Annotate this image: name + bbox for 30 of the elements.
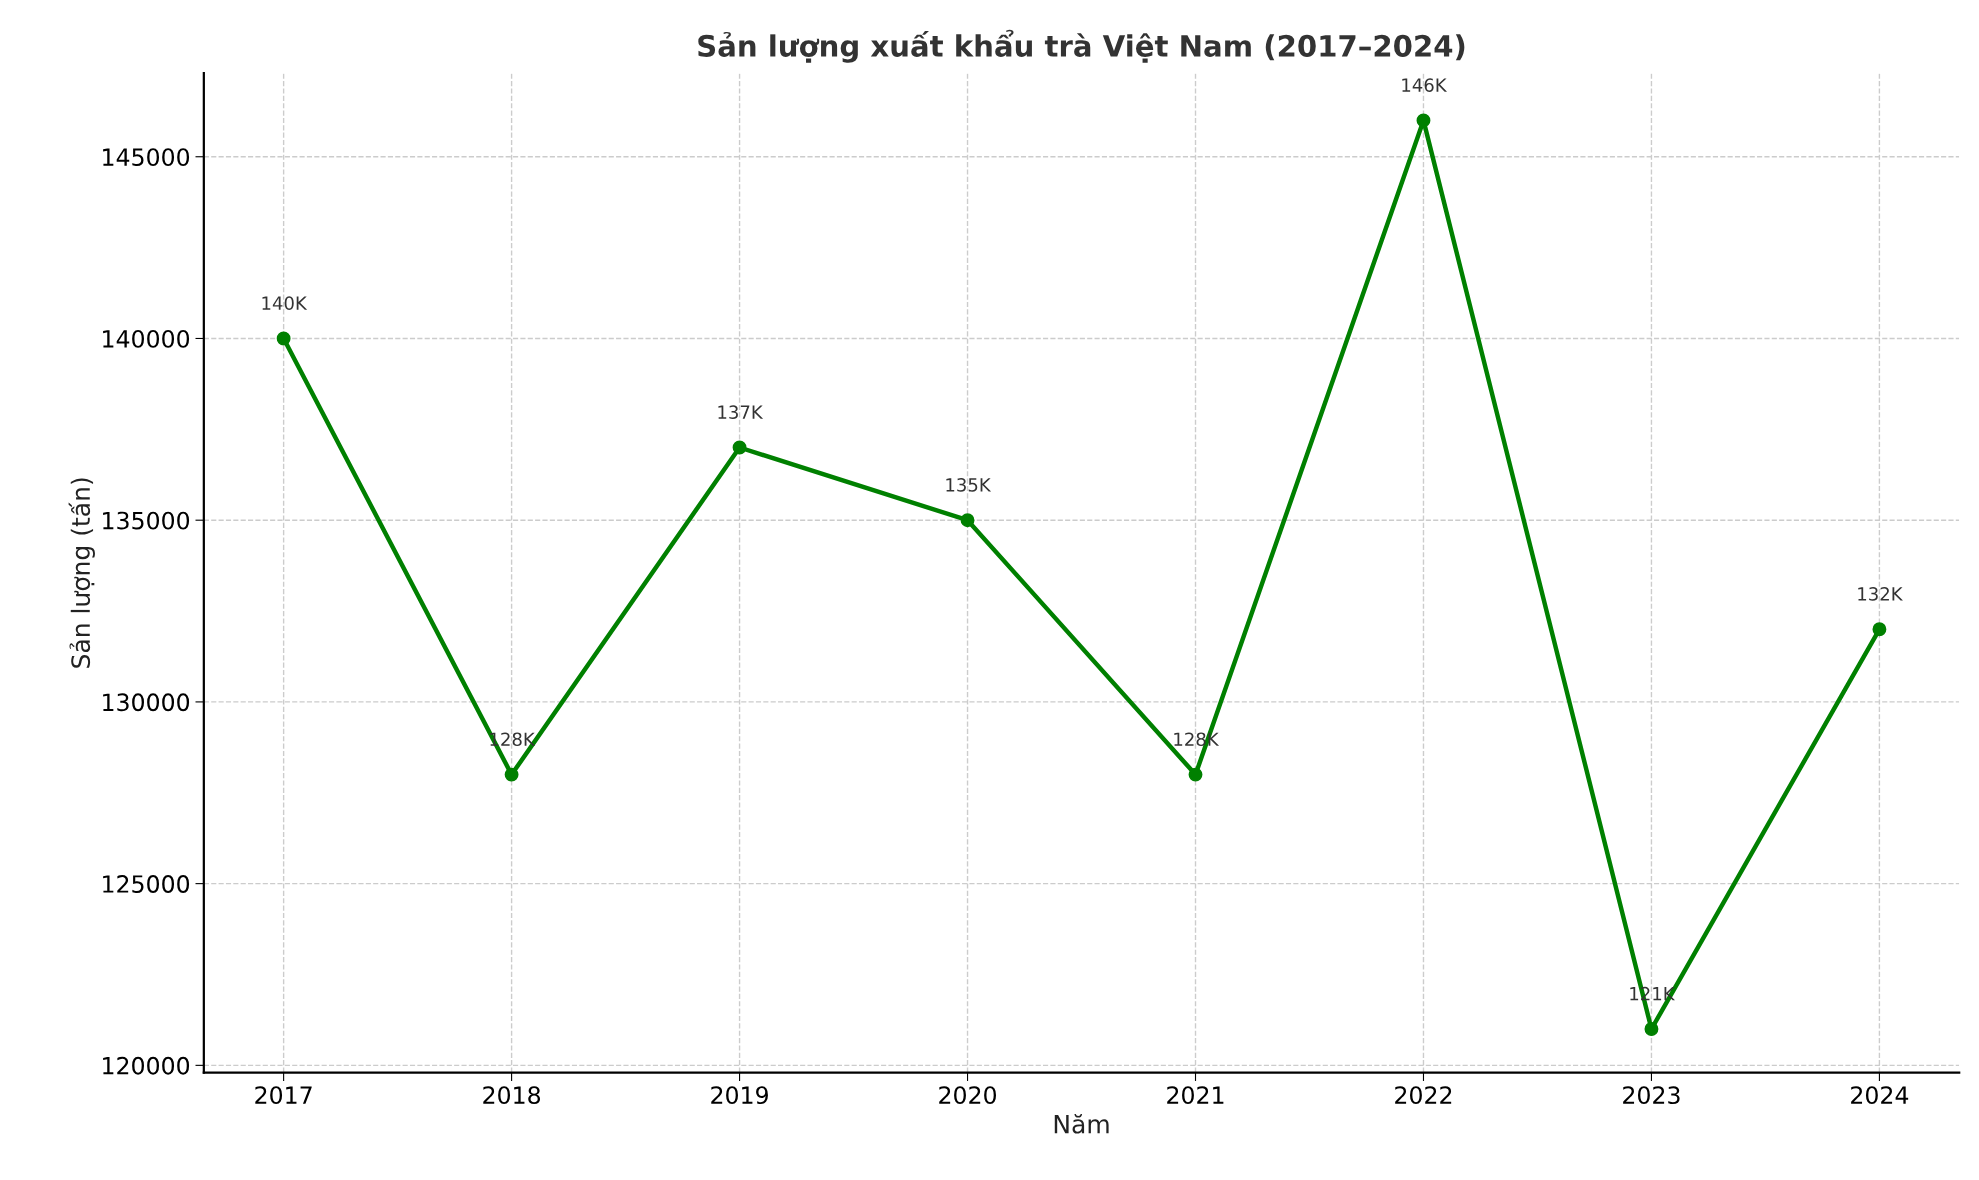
x-tick-label: 2020 (939, 1086, 997, 1105)
point (1188, 767, 1203, 782)
point (1416, 113, 1431, 128)
y-tick-label: 130000 (103, 693, 190, 712)
x-tick-label: 2022 (1395, 1086, 1452, 1105)
point (732, 440, 747, 455)
x-tick-label: 2024 (1851, 1086, 1909, 1105)
x-tick-label: 2019 (711, 1086, 768, 1105)
point (1644, 1022, 1659, 1036)
x-tick-label: 2021 (1167, 1086, 1224, 1105)
data-label: 132K (1858, 587, 1903, 601)
data-label: 137K (718, 405, 764, 419)
y-tick-label: 145000 (103, 148, 190, 167)
x-tick-label: 2023 (1623, 1086, 1680, 1105)
point (276, 331, 291, 346)
y-tick-label: 125000 (103, 875, 190, 893)
x-tick-label: 2018 (483, 1086, 541, 1105)
point (960, 513, 975, 528)
point (504, 767, 519, 782)
data-label: 146K (1402, 78, 1448, 92)
y-tick-label: 140000 (103, 329, 190, 348)
x-axis-title: Năm (1054, 1114, 1109, 1134)
y-axis-title: Sản lượng (tấn) (68, 478, 95, 668)
y-tick-label: 135000 (103, 511, 190, 530)
y-tick-label: 120000 (103, 1056, 190, 1075)
x-tick-label: 2017 (255, 1086, 312, 1105)
chart-title: Sản lượng xuất khẩu trà Việt Nam (2017–2024) (698, 29, 1465, 63)
data-label: 140K (262, 296, 308, 310)
data-label: 135K (946, 478, 992, 492)
point (1872, 622, 1887, 637)
